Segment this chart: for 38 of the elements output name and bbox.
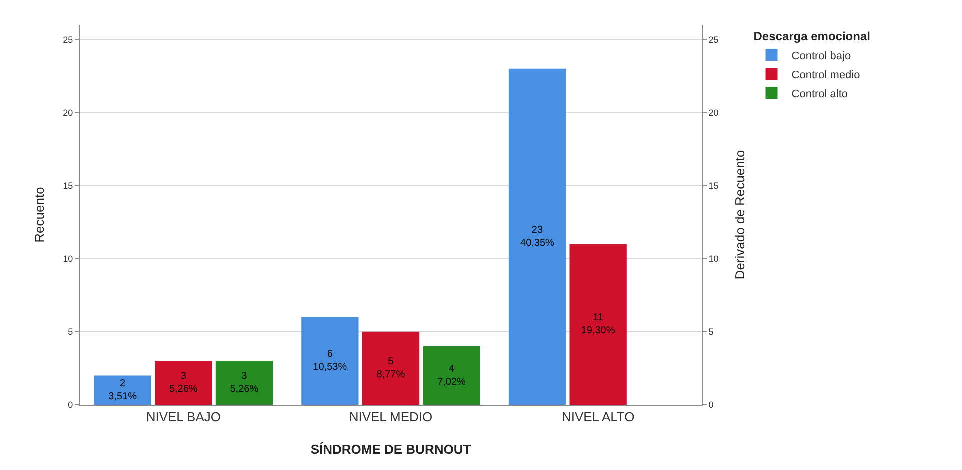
bar xyxy=(508,68,566,405)
legend-title: Descarga emocional xyxy=(754,30,870,44)
y-tick-label: 15 xyxy=(63,180,74,191)
bar xyxy=(570,244,627,405)
y2-tick-label: 5 xyxy=(708,327,714,338)
data-label: 23 40,35% xyxy=(520,224,555,249)
y-tick-label: 20 xyxy=(63,108,74,118)
x-tick-label: NIVEL BAJO xyxy=(146,410,221,425)
bar xyxy=(302,317,359,405)
y2-tick-label: 20 xyxy=(708,108,719,118)
bar xyxy=(423,346,480,405)
y2-tick-label: 0 xyxy=(708,400,714,410)
bar xyxy=(94,376,152,405)
x-axis-title: SÍNDROME DE BURNOUT xyxy=(310,442,472,457)
data-label: 3 5,26% xyxy=(230,371,259,396)
bar xyxy=(155,361,212,405)
y2-tick-label: 15 xyxy=(708,180,719,191)
legend-label: Control medio xyxy=(792,69,860,82)
data-label: 2 3,51% xyxy=(108,378,138,402)
legend-label: Control alto xyxy=(792,88,848,100)
bar xyxy=(362,332,420,405)
y-tick-label: 10 xyxy=(63,254,74,264)
y-tick-label: 5 xyxy=(68,327,74,338)
x-tick-label: NIVEL MEDIO xyxy=(349,410,433,425)
bar xyxy=(216,361,274,405)
data-label: 11 19,30% xyxy=(581,312,616,337)
legend-label: Control bajo xyxy=(792,50,852,62)
x-tick-label: NIVEL ALTO xyxy=(562,410,635,425)
data-label: 3 5,26% xyxy=(169,371,198,396)
data-label: 6 10,53% xyxy=(313,349,348,374)
y-tick-label: 0 xyxy=(68,400,74,410)
y2-axis-title: Derivado de Recuento xyxy=(732,150,748,280)
y2-tick-label: 25 xyxy=(708,34,719,45)
data-label: 4 7,02% xyxy=(438,364,466,388)
y-axis-title: Recuento xyxy=(32,187,47,243)
y2-tick-label: 10 xyxy=(708,254,719,264)
data-label: 5 8,77% xyxy=(376,356,406,380)
y-tick-label: 25 xyxy=(63,34,74,45)
